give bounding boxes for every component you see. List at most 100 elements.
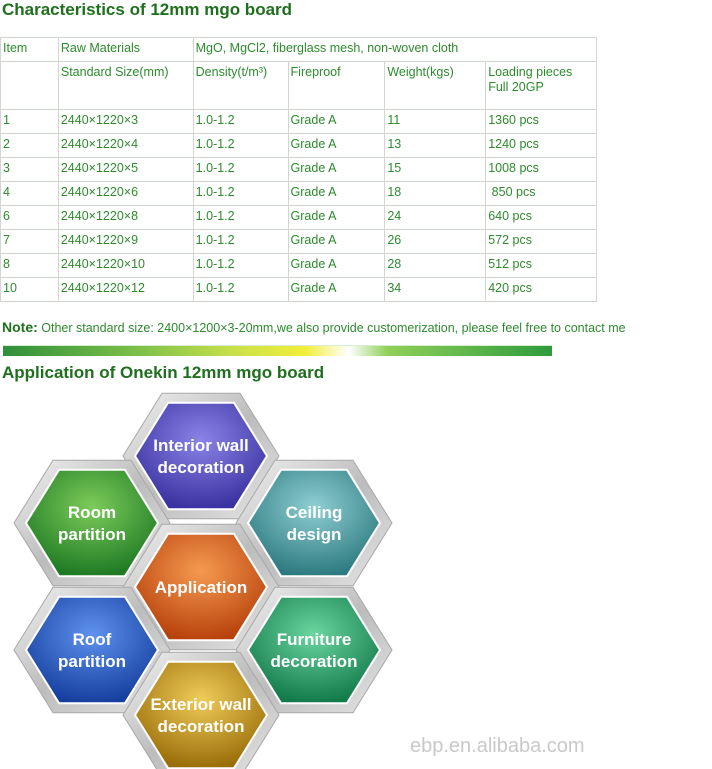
table-cell: 1.0-1.2	[192, 205, 289, 230]
application-hex-diagram: Interior wall decoration Room partition Ceil…	[13, 392, 393, 769]
note-label: Note:	[2, 319, 38, 335]
hex-fill	[246, 468, 382, 578]
table-cell: 7	[0, 229, 59, 254]
table-row: 6 2440×1220×8 1.0-1.2 Grade A 24 640 pcs	[0, 205, 597, 230]
hex-left-lower: Roof partition	[13, 586, 171, 714]
table-cell: 24	[384, 205, 487, 230]
table-cell: Grade A	[287, 157, 386, 182]
table-cell: Grade A	[287, 229, 386, 254]
table-cell: Grade A	[287, 253, 386, 278]
hex-fill	[246, 595, 382, 705]
table-cell: 11	[384, 109, 487, 134]
table-cell: 1240 pcs	[485, 133, 597, 158]
table-row: 2 2440×1220×4 1.0-1.2 Grade A 13 1240 pcs	[0, 133, 597, 158]
table-cell: 2	[0, 133, 59, 158]
table-row: 4 2440×1220×6 1.0-1.2 Grade A 18 850 pcs	[0, 181, 597, 206]
hex-label: decoration	[158, 458, 245, 477]
hex-label: Roof	[73, 630, 112, 649]
table-cell: 2440×1220×6	[57, 181, 194, 206]
table-header: Standard Size(mm)	[57, 61, 194, 110]
table-cell: 2440×1220×9	[57, 229, 194, 254]
table-row: 10 2440×1220×12 1.0-1.2 Grade A 34 420 pcs	[0, 277, 597, 302]
table-cell: MgO, MgCl2, fiberglass mesh, non-woven c…	[192, 37, 598, 62]
table-cell: Grade A	[287, 181, 386, 206]
hex-label: Room	[68, 503, 116, 522]
table-cell: 572 pcs	[485, 229, 597, 254]
hex-right-lower: Furniture decoration	[235, 586, 393, 714]
page-title: Characteristics of 12mm mgo board	[2, 0, 293, 19]
table-cell: 1360 pcs	[485, 109, 597, 134]
table-cell: 26	[384, 229, 487, 254]
table-header: Density(t/m³)	[192, 61, 289, 110]
table-cell: Grade A	[287, 277, 386, 302]
table-cell: 2440×1220×12	[57, 277, 194, 302]
hex-label: Ceiling	[286, 503, 343, 522]
hex-label: decoration	[158, 717, 245, 736]
watermark: ebp.en.alibaba.com	[410, 735, 585, 757]
table-cell: 2440×1220×3	[57, 109, 194, 134]
table-row: 8 2440×1220×10 1.0-1.2 Grade A 28 512 pcs	[0, 253, 597, 278]
table-cell: 28	[384, 253, 487, 278]
table-cell: 640 pcs	[485, 205, 597, 230]
hex-label: partition	[58, 652, 126, 671]
table-header	[0, 61, 59, 110]
table-cell: 1.0-1.2	[192, 229, 289, 254]
table-cell: 850 pcs	[485, 181, 597, 206]
table-cell: 18	[384, 181, 487, 206]
hex-center: Application	[122, 523, 280, 651]
table-cell: 13	[384, 133, 487, 158]
table-cell: 1.0-1.2	[192, 181, 289, 206]
application-title: Application of Onekin 12mm mgo board	[2, 363, 325, 382]
table-cell: Grade A	[287, 109, 386, 134]
table-header-row: Standard Size(mm) Density(t/m³) Fireproo…	[0, 61, 597, 110]
table-row: 1 2440×1220×3 1.0-1.2 Grade A 11 1360 pcs	[0, 109, 597, 134]
hex-label: Application	[155, 578, 248, 597]
table-cell: 1.0-1.2	[192, 157, 289, 182]
table-cell: 8	[0, 253, 59, 278]
table-cell: 2440×1220×10	[57, 253, 194, 278]
table-cell: Item	[0, 37, 59, 62]
hex-fill	[133, 660, 269, 769]
table-header: Weight(kgs)	[384, 61, 487, 110]
table-cell: 512 pcs	[485, 253, 597, 278]
table-cell: 15	[384, 157, 487, 182]
table-cell: 1.0-1.2	[192, 109, 289, 134]
table-row: 7 2440×1220×9 1.0-1.2 Grade A 26 572 pcs	[0, 229, 597, 254]
table-cell: 10	[0, 277, 59, 302]
hex-label: Interior wall	[153, 436, 248, 455]
hex-label: Furniture	[277, 630, 352, 649]
table-cell: 1.0-1.2	[192, 253, 289, 278]
table-cell: 1.0-1.2	[192, 133, 289, 158]
hex-label: Exterior wall	[150, 695, 251, 714]
table-cell: 1008 pcs	[485, 157, 597, 182]
spec-table: Item Raw Materials MgO, MgCl2, fiberglas…	[0, 37, 598, 302]
hex-left-upper: Room partition	[13, 459, 171, 587]
table-row: Item Raw Materials MgO, MgCl2, fiberglas…	[0, 37, 598, 62]
table-cell: 2440×1220×5	[57, 157, 194, 182]
hex-fill	[24, 595, 160, 705]
table-cell: Grade A	[287, 133, 386, 158]
hex-label: decoration	[271, 652, 358, 671]
table-cell: Grade A	[287, 205, 386, 230]
note: Note: Other standard size: 2400×1200×3-2…	[2, 319, 626, 335]
hex-bottom: Exterior wall decoration	[122, 651, 280, 769]
table-cell: 420 pcs	[485, 277, 597, 302]
divider-bar	[3, 345, 552, 356]
table-cell: 6	[0, 205, 59, 230]
table-header: Fireproof	[287, 61, 386, 110]
table-cell: 2440×1220×4	[57, 133, 194, 158]
hex-fill	[133, 401, 269, 511]
table-header: Loading pieces Full 20GP	[485, 61, 597, 110]
hex-fill	[133, 532, 269, 642]
hex-label: partition	[58, 525, 126, 544]
table-cell: 4	[0, 181, 59, 206]
table-row: 3 2440×1220×5 1.0-1.2 Grade A 15 1008 pcs	[0, 157, 597, 182]
hex-fill	[24, 468, 160, 578]
hex-right-upper: Ceiling design	[235, 459, 393, 587]
hex-label: design	[287, 525, 342, 544]
table-cell: 1	[0, 109, 59, 134]
table-cell: 2440×1220×8	[57, 205, 194, 230]
table-cell: 3	[0, 157, 59, 182]
note-text: Other standard size: 2400×1200×3-20mm,we…	[37, 321, 626, 335]
table-cell: 34	[384, 277, 487, 302]
